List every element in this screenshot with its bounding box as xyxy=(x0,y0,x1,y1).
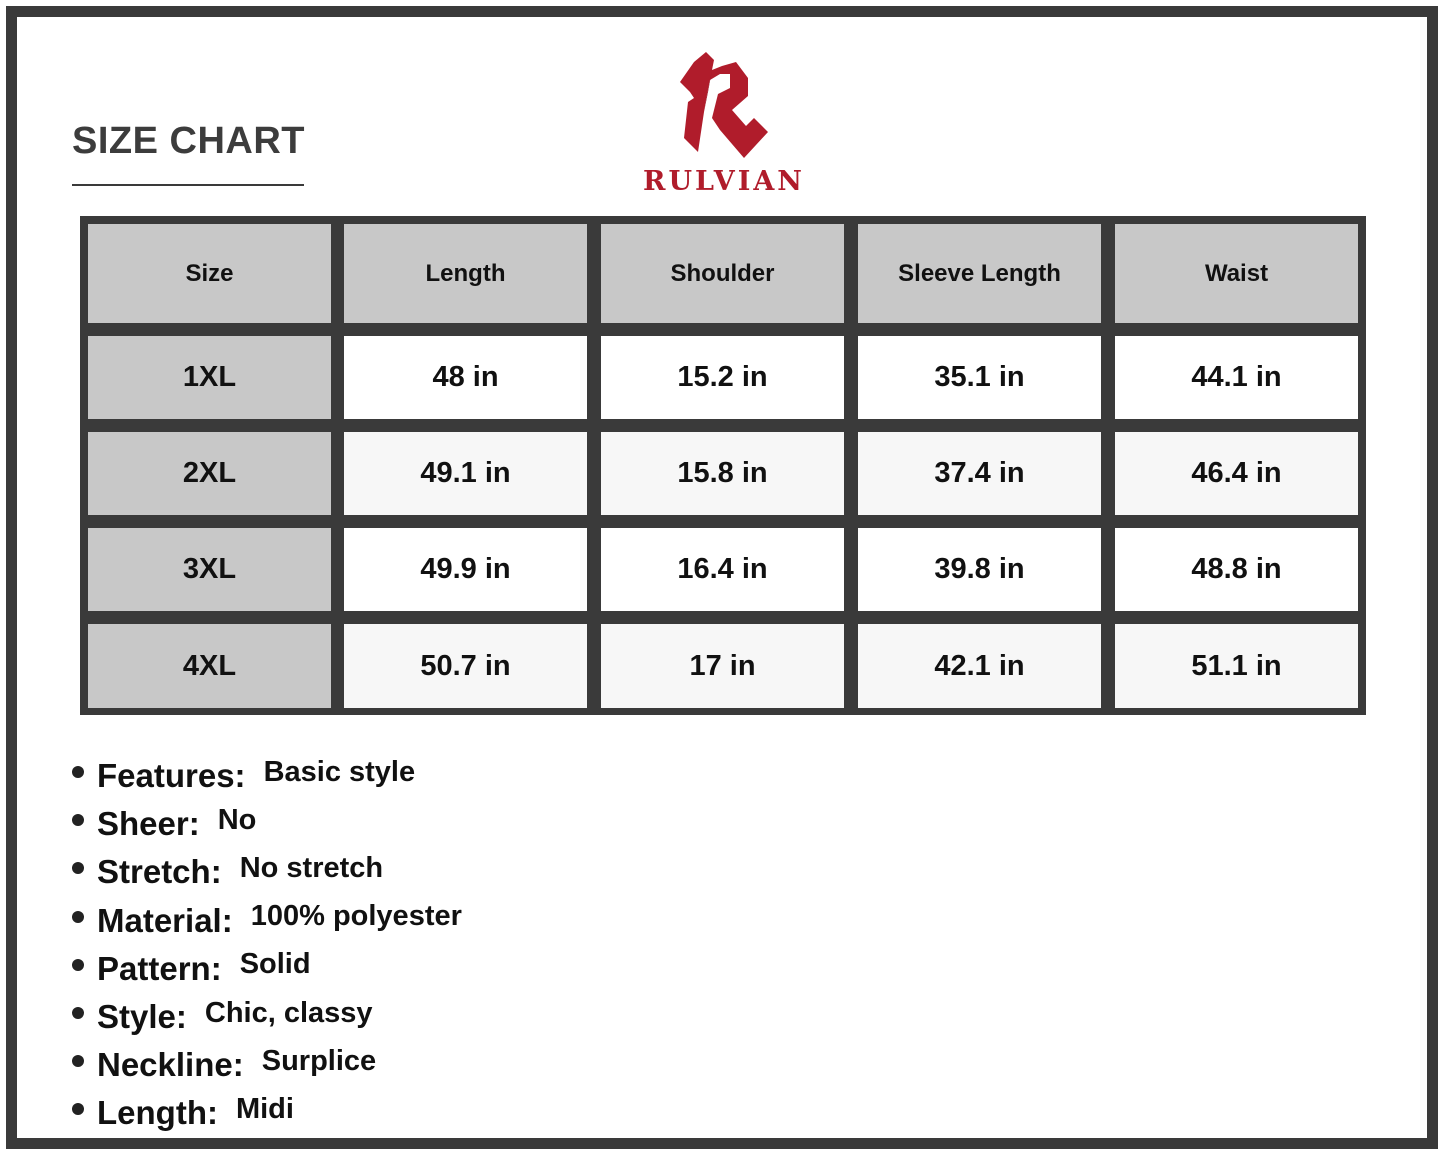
feature-item: Pattern: Solid xyxy=(72,945,462,993)
brand-name: RULVIAN xyxy=(643,166,805,197)
feature-label: Pattern: xyxy=(97,949,222,987)
size-cell: 3XL xyxy=(88,528,331,611)
table-cell: 42.1 in xyxy=(858,624,1101,708)
bullet-icon xyxy=(72,910,84,923)
table-cell: 17 in xyxy=(601,624,844,708)
bullet-icon xyxy=(72,1055,84,1068)
feature-label: Features: xyxy=(97,757,246,795)
table-cell: 48 in xyxy=(344,336,587,419)
feature-item: Style: Chic, classy xyxy=(72,993,462,1041)
r-logo-icon xyxy=(680,52,768,158)
table-cell: 39.8 in xyxy=(858,528,1101,611)
brand-logo: RULVIAN xyxy=(628,52,820,197)
column-header: Waist xyxy=(1115,224,1358,323)
table-cell: 15.2 in xyxy=(601,336,844,419)
feature-value: No stretch xyxy=(239,851,384,884)
feature-item: Sheer: No xyxy=(72,800,462,848)
table-cell: 48.8 in xyxy=(1115,528,1358,611)
feature-item: Stretch: No stretch xyxy=(72,848,462,896)
table-cell: 35.1 in xyxy=(858,336,1101,419)
table-cell: 49.9 in xyxy=(344,528,587,611)
column-header: Size xyxy=(88,224,331,323)
feature-label: Stretch: xyxy=(97,853,222,891)
feature-item: Features: Basic style xyxy=(72,752,462,800)
column-header: Sleeve Length xyxy=(858,224,1101,323)
feature-item: Material: 100% polyester xyxy=(72,897,462,945)
feature-value: Chic, classy xyxy=(204,996,373,1029)
feature-label: Material: xyxy=(97,901,233,939)
bullet-icon xyxy=(72,958,84,971)
size-cell: 4XL xyxy=(88,624,331,708)
table-cell: 51.1 in xyxy=(1115,624,1358,708)
column-header: Shoulder xyxy=(601,224,844,323)
feature-label: Style: xyxy=(97,998,187,1036)
feature-value: Midi xyxy=(235,1092,294,1125)
feature-label: Length: xyxy=(97,1094,218,1132)
feature-value: Solid xyxy=(239,948,311,981)
feature-item: Neckline: Surplice xyxy=(72,1041,462,1089)
table-cell: 37.4 in xyxy=(858,432,1101,515)
size-table: Size Length Shoulder Sleeve Length Waist 1XL 4… xyxy=(80,216,1366,715)
table-cell: 49.1 in xyxy=(344,432,587,515)
feature-item: Length: Midi xyxy=(72,1089,462,1137)
feature-value: Surplice xyxy=(261,1044,377,1077)
column-header: Length xyxy=(344,224,587,323)
features-list: Features: Basic style Sheer: No Stretch: No s… xyxy=(72,752,462,1138)
bullet-icon xyxy=(72,1103,84,1116)
table-cell: 50.7 in xyxy=(344,624,587,708)
page-frame xyxy=(6,6,1438,1149)
bullet-icon xyxy=(72,1007,84,1020)
feature-value: No xyxy=(217,803,257,836)
table-cell: 46.4 in xyxy=(1115,432,1358,515)
feature-label: Sheer: xyxy=(97,805,200,843)
feature-value: 100% polyester xyxy=(250,900,462,933)
bullet-icon xyxy=(72,862,84,875)
size-cell: 2XL xyxy=(88,432,331,515)
page-title: SIZE CHART xyxy=(72,120,305,162)
feature-value: Basic style xyxy=(263,755,416,788)
bullet-icon xyxy=(72,814,84,827)
table-cell: 15.8 in xyxy=(601,432,844,515)
bullet-icon xyxy=(72,766,84,779)
title-underline xyxy=(72,184,304,186)
feature-label: Neckline: xyxy=(97,1046,244,1084)
size-cell: 1XL xyxy=(88,336,331,419)
table-cell: 16.4 in xyxy=(601,528,844,611)
table-cell: 44.1 in xyxy=(1115,336,1358,419)
